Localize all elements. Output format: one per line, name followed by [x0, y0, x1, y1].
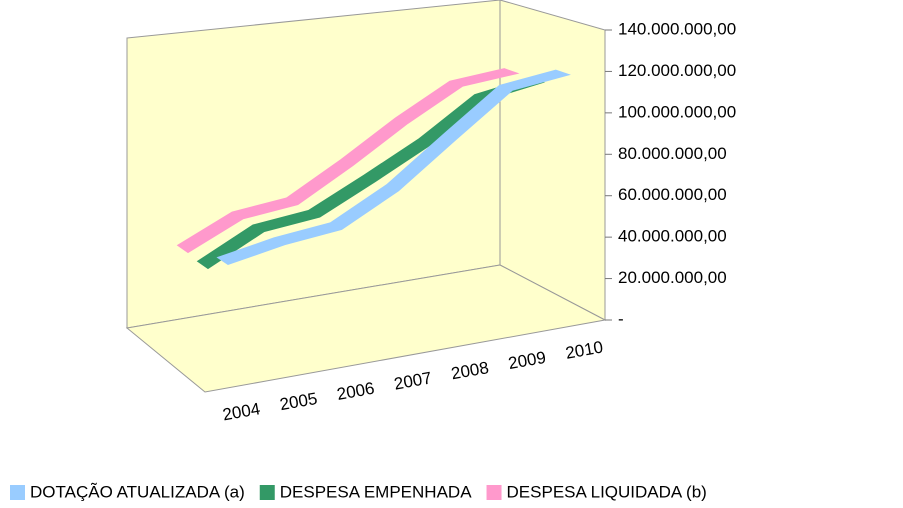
legend-swatch — [486, 485, 502, 500]
legend-swatch — [10, 485, 25, 500]
y-tick-label: 60.000.000,00 — [618, 185, 727, 204]
x-tick-label: 2004 — [221, 399, 262, 424]
legend: DOTAÇÃO ATUALIZADA (a) DESPESA EMPENHADA D… — [10, 482, 707, 501]
x-tick-label: 2005 — [278, 389, 319, 414]
y-tick-label: 80.000.000,00 — [618, 144, 727, 163]
legend-swatch — [259, 485, 275, 500]
plot — [176, 68, 571, 270]
x-tick-label: 2008 — [450, 358, 491, 383]
y-tick-label: 120.000.000,00 — [618, 61, 736, 80]
series-ribbon — [216, 69, 571, 266]
x-tick-label: 2009 — [507, 348, 548, 373]
x-tick-label: 2007 — [393, 368, 434, 393]
y-tick-label: 40.000.000,00 — [618, 227, 727, 246]
y-tick-label: 20.000.000,00 — [618, 268, 727, 287]
legend-label: DESPESA LIQUIDADA (b) — [507, 482, 707, 501]
series-ribbon — [176, 68, 520, 254]
x-tick-label: 2010 — [564, 338, 605, 363]
x-tick-label: 2006 — [335, 379, 376, 404]
series-ribbon — [196, 77, 546, 270]
legend-label: DESPESA EMPENHADA — [280, 482, 472, 501]
y-tick-label: 100.000.000,00 — [618, 102, 736, 121]
y-tick-label: 140.000.000,00 — [618, 19, 736, 38]
legend-label: DOTAÇÃO ATUALIZADA (a) — [30, 482, 245, 501]
side-wall — [499, 0, 606, 321]
y-tick-label: - — [618, 309, 624, 328]
walls: - 20.000.000,00 40.000.000,00 60.000.000,00… — [125, 0, 736, 424]
